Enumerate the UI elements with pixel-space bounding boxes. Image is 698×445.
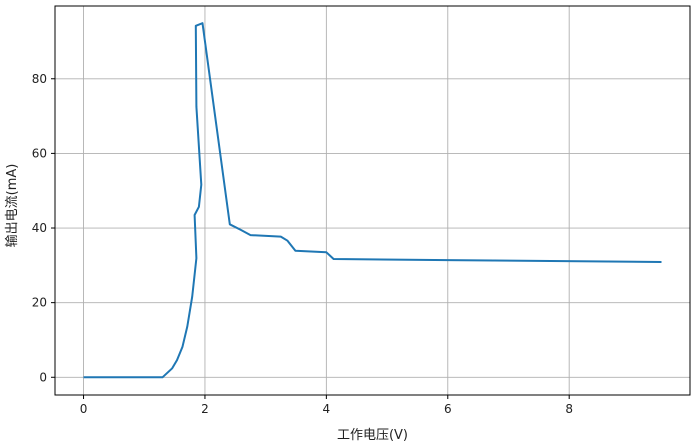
grid: [55, 6, 690, 395]
x-axis-label: 工作电压(V): [337, 428, 408, 443]
y-tick-label: 40: [32, 221, 47, 235]
axes-frame: [54, 5, 691, 396]
x-tick-label: 2: [201, 402, 209, 416]
y-tick-label: 0: [39, 370, 47, 384]
y-tick-label: 60: [32, 146, 47, 160]
y-tick-label: 80: [32, 72, 47, 86]
x-tick-label: 0: [80, 402, 88, 416]
y-tick-label: 20: [32, 296, 47, 310]
series-line-layer: [83, 22, 662, 379]
y-axis-label: 输出电流(mA): [4, 164, 20, 248]
x-tick-label: 6: [444, 402, 452, 416]
x-tick-label: 8: [565, 402, 573, 416]
series-line: [83, 22, 662, 379]
x-tick-label: 4: [323, 402, 331, 416]
